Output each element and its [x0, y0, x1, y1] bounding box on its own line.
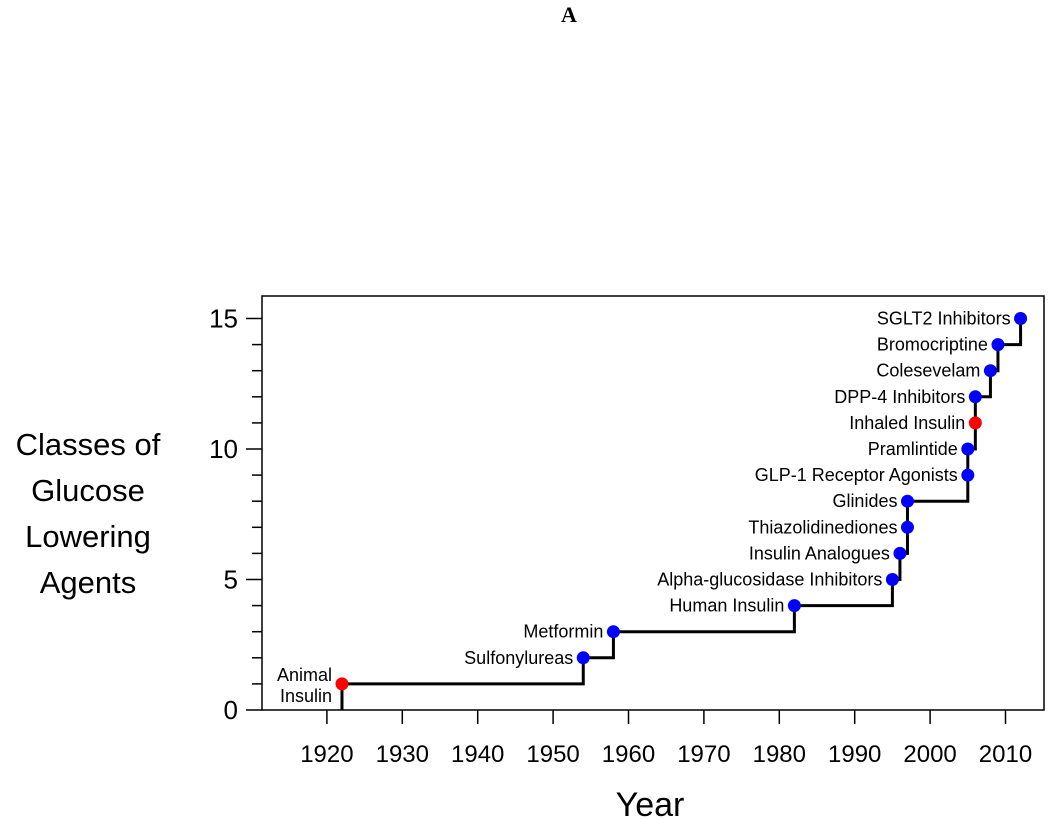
y-tick-label: 0: [224, 695, 238, 725]
plot-frame: [261, 295, 1045, 711]
data-label: Thiazolidinediones: [748, 517, 897, 537]
data-point-glinides: [900, 494, 914, 508]
data-label: Human Insulin: [669, 596, 784, 616]
y-tick-label: 15: [209, 304, 238, 334]
data-point-animal-insulin: [335, 677, 349, 691]
panel-letter: A: [561, 2, 577, 27]
data-label-line-1: Animal: [277, 665, 332, 685]
data-point-bromocriptine: [991, 338, 1005, 352]
x-tick-label: 2000: [903, 741, 956, 768]
y-axis-label-line-2: Glucose: [31, 473, 145, 508]
data-label: Bromocriptine: [877, 335, 988, 355]
y-axis-label: Classes of Glucose Lowering Agents: [0, 422, 176, 606]
data-label: Pramlintide: [868, 439, 958, 459]
data-point-pramlintide: [961, 442, 975, 456]
x-tick-label: 1920: [300, 741, 353, 768]
data-label: Metformin: [523, 622, 603, 642]
data-label: Alpha-glucosidase Inhibitors: [657, 570, 882, 590]
x-tick-label: 2010: [979, 741, 1032, 768]
data-label-line-2: Insulin: [280, 686, 332, 706]
data-point-inhaled-insulin: [968, 416, 982, 430]
data-point-insulin-analogues: [893, 546, 907, 560]
data-label: Insulin Analogues: [749, 543, 890, 563]
x-tick-label: 1950: [526, 741, 579, 768]
data-points: [335, 312, 1028, 691]
x-axis-label: Year: [616, 786, 685, 819]
x-tick-label: 1980: [753, 741, 806, 768]
y-axis-label-line-3: Lowering: [25, 519, 151, 554]
data-label: SGLT2 Inhibitors: [877, 309, 1011, 329]
data-point-sglt2-inhibitors: [1014, 312, 1028, 325]
y-tick-label: 5: [224, 565, 238, 595]
axis-ticks: 1920 1930 1940 1950 1960 1970 1980 1990 2000 2010…: [209, 304, 1032, 769]
x-tick-label: 1970: [677, 741, 730, 768]
x-tick-label: 1960: [602, 741, 655, 768]
data-label: Sulfonylureas: [464, 648, 573, 668]
data-label: GLP-1 Receptor Agonists: [755, 465, 958, 485]
x-tick-label: 1930: [376, 741, 429, 768]
data-label: Colesevelam: [876, 361, 980, 381]
data-point-metformin: [606, 625, 620, 639]
data-label: DPP-4 Inhibitors: [834, 387, 965, 407]
data-point-colesevelam: [983, 364, 997, 378]
data-label: Glinides: [832, 491, 897, 511]
y-axis-label-line-1: Classes of: [15, 427, 161, 462]
data-point-glp-1-receptor-agonists: [961, 468, 975, 482]
data-point-thiazolidinediones: [900, 520, 914, 534]
y-axis-label-line-4: Agents: [39, 565, 137, 600]
data-point-dpp-4-inhibitors: [968, 390, 982, 404]
y-tick-label: 10: [209, 434, 238, 464]
data-label: Inhaled Insulin: [849, 413, 965, 433]
data-point-alpha-glucosidase-inhibitors: [885, 573, 899, 586]
x-tick-label: 1990: [828, 741, 881, 768]
x-tick-label: 1940: [451, 741, 504, 768]
data-point-sulfonylureas: [576, 651, 590, 665]
data-point-human-insulin: [787, 599, 801, 613]
